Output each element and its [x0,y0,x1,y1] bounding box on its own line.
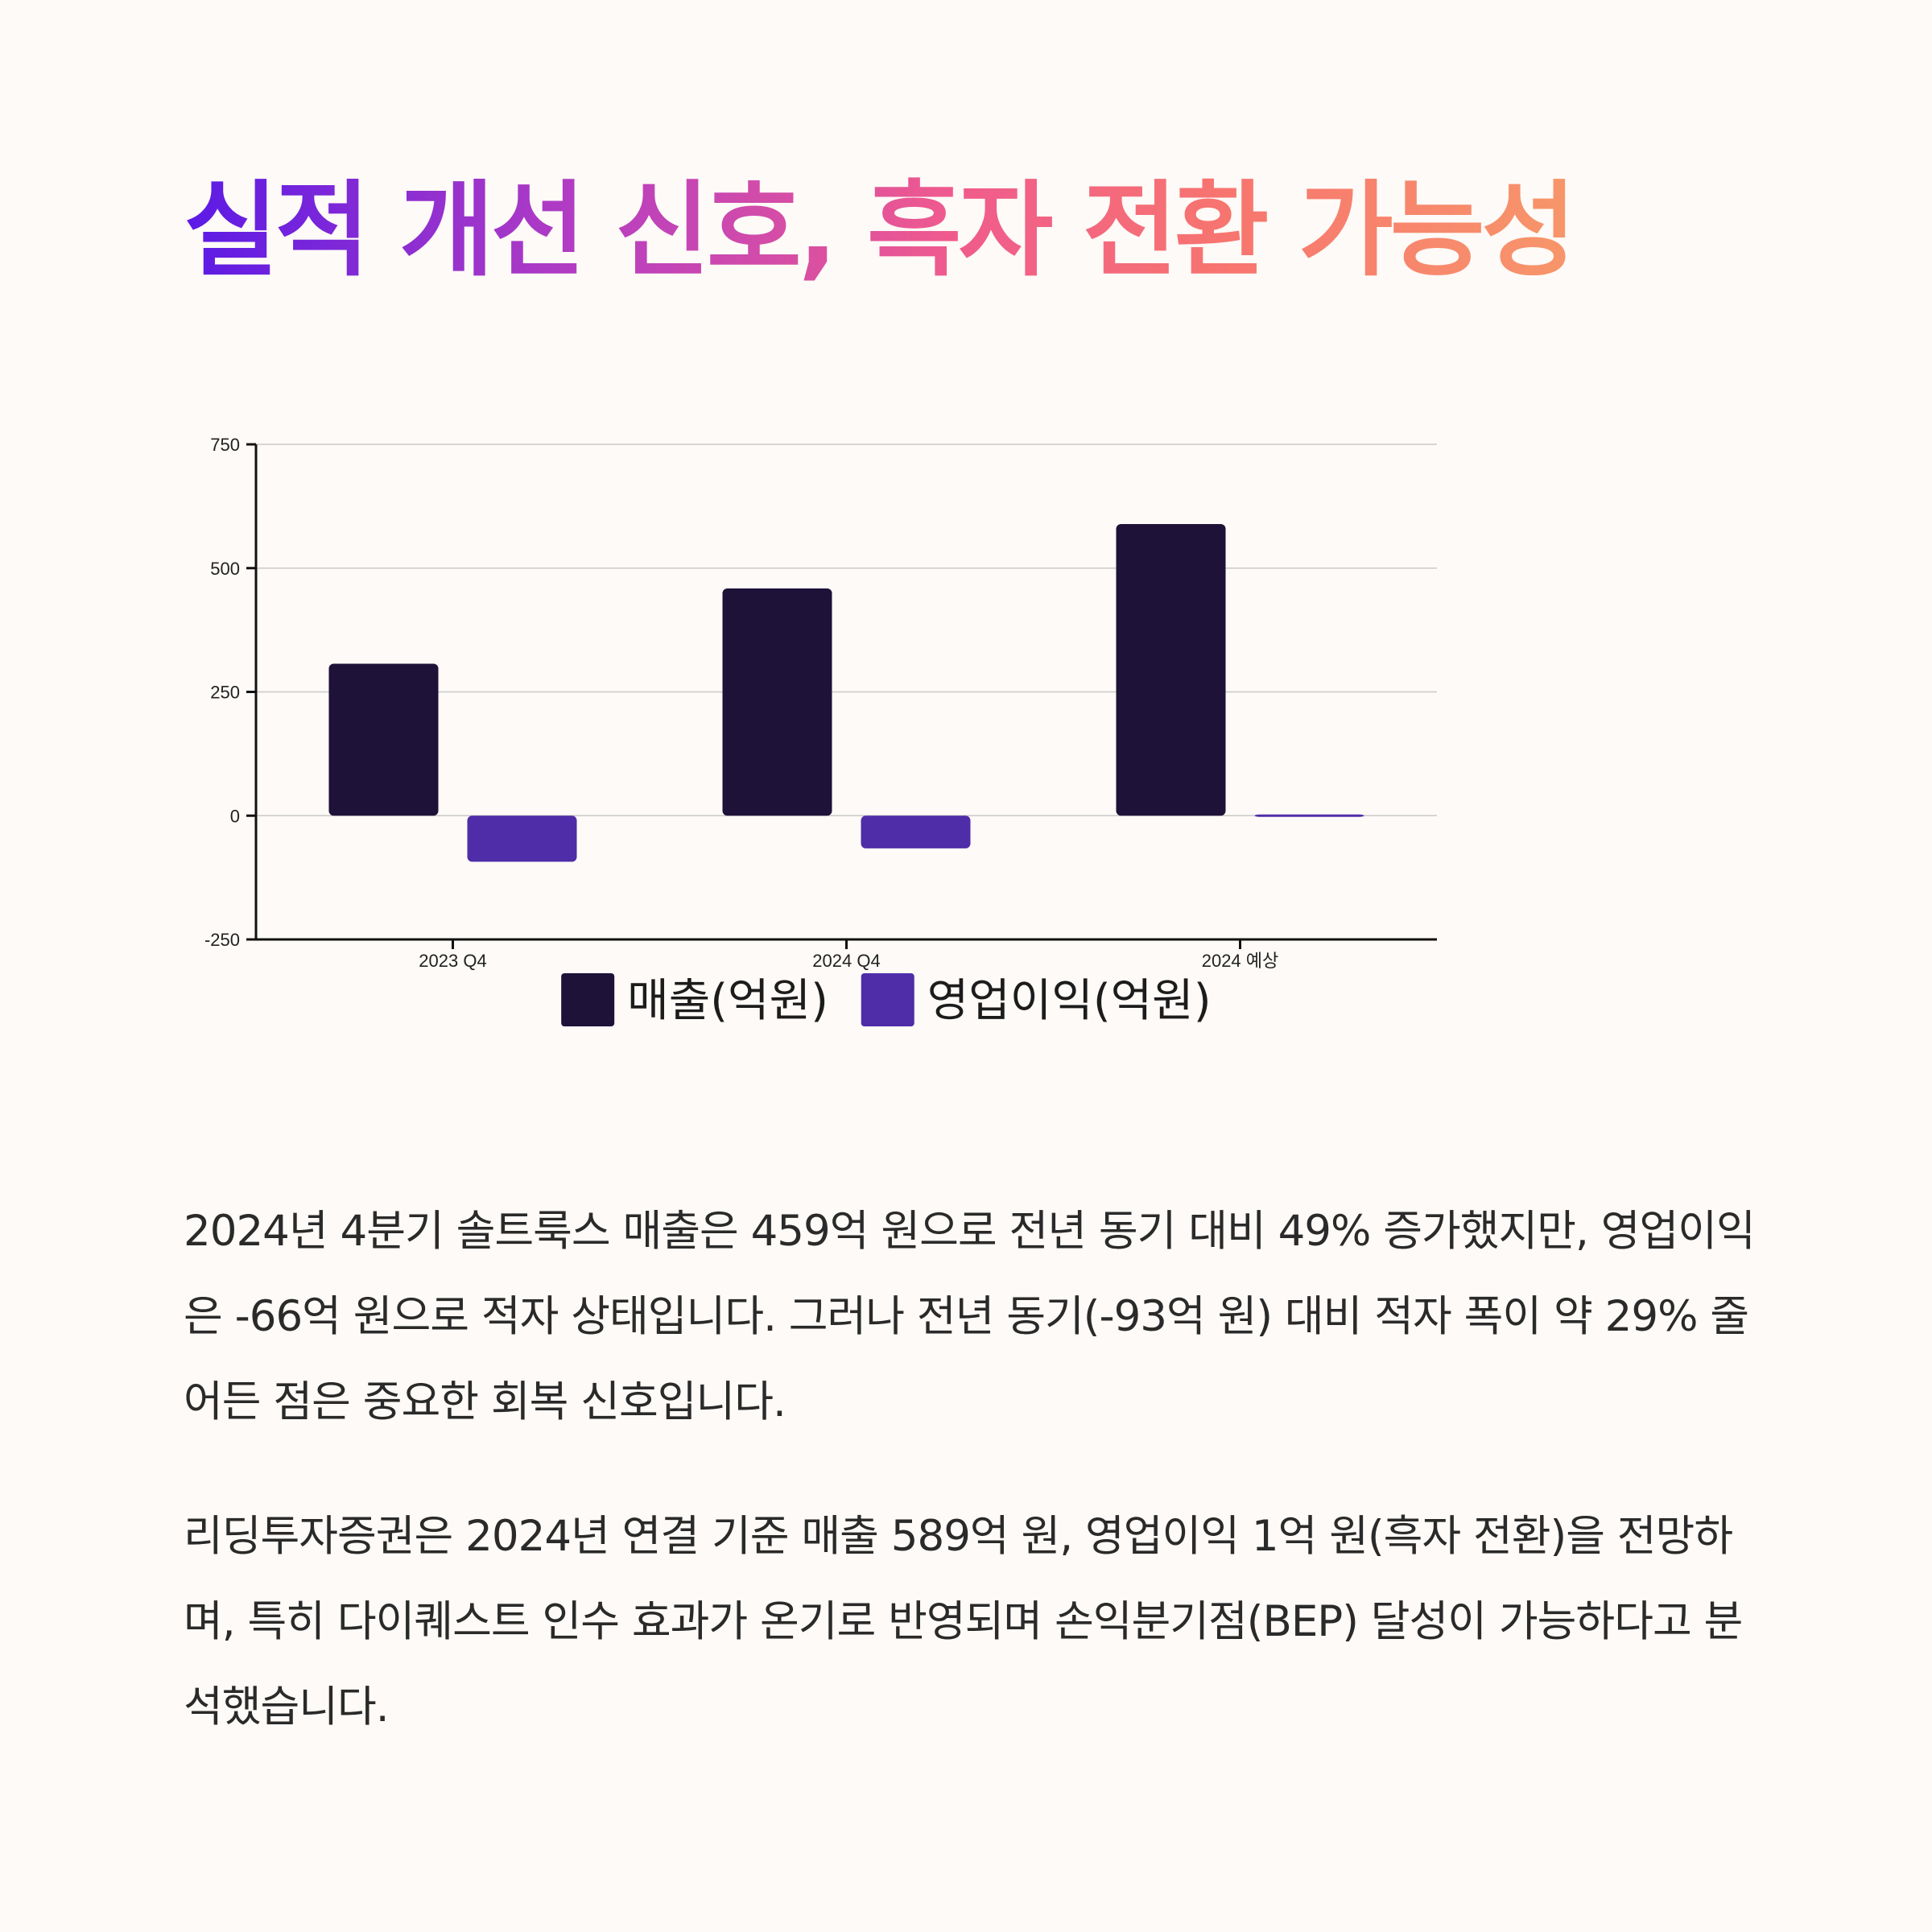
body-paragraph-2: 리딩투자증권은 2024년 연결 기준 매출 589억 원, 영업이익 1억 원… [184,1512,1743,1732]
y-tick-label: 250 [210,683,240,703]
legend-swatch-revenue [561,973,615,1026]
legend-label-operating-profit: 영업이익(억원) [927,975,1212,1027]
grid-lines [256,444,1437,816]
body-paragraph-1: 2024년 4분기 솔트룩스 매출은 459억 원으로 전년 동기 대비 49%… [184,1207,1756,1426]
bars [328,524,1364,862]
bar-revenue [328,663,439,816]
y-tick-label: 750 [210,435,240,455]
bar-operating-profit [1254,814,1364,817]
page-title: 실적 개선 신호, 흑자 전환 가능성 [184,169,1576,293]
bar-operating-profit [861,815,971,848]
y-tick-label: 0 [230,806,240,826]
x-tick-label: 2024 예상 [1202,951,1279,971]
legend-swatch-operating-profit [861,973,914,1026]
bar-operating-profit [467,815,577,862]
x-tick-label: 2023 Q4 [419,951,486,971]
bar-revenue [1116,524,1226,816]
tick-labels: -250 0 250 500 750 2023 Q4 2024 Q4 2024 예상 [204,435,1278,971]
x-tick-label: 2024 Q4 [812,951,880,971]
bar-chart: -250 0 250 500 750 2023 Q4 2024 Q4 2024 예상 매출(억… [204,435,1437,1027]
legend-label-revenue: 매출(억원) [627,975,828,1027]
y-tick-label: 500 [210,559,240,579]
bar-revenue [722,588,832,816]
axes [246,443,1437,949]
legend: 매출(억원) 영업이익(억원) [561,973,1212,1027]
y-tick-label: -250 [204,930,240,950]
